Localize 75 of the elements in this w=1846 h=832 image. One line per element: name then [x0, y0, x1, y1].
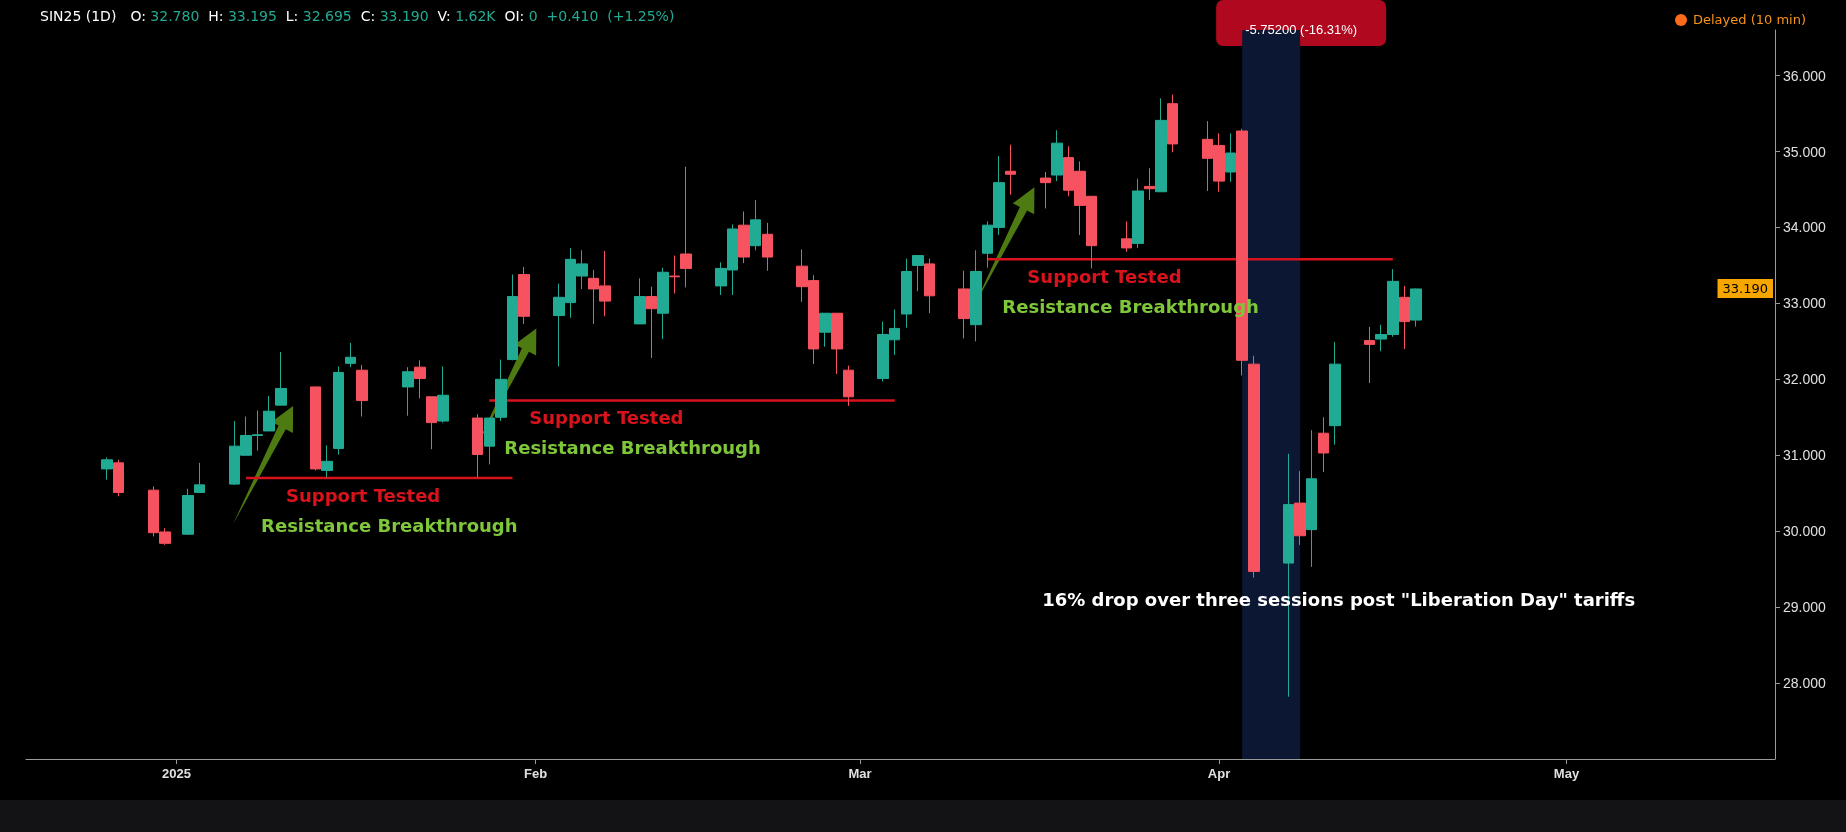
candlestick: [507, 274, 518, 361]
y-tick-label: 34.000: [1783, 219, 1827, 236]
y-tick-label: 28.000: [1783, 675, 1827, 692]
annotation: 33.190: [1722, 280, 1769, 296]
candlestick: [1121, 220, 1132, 253]
annotation: Resistance Breakthrough: [504, 437, 761, 459]
candlestick: [345, 342, 356, 368]
candlestick: [831, 312, 843, 375]
y-tick-label: 29.000: [1783, 599, 1827, 616]
candlestick: [1364, 326, 1375, 384]
candlestick: [101, 457, 113, 481]
candlestick: [1306, 429, 1317, 568]
candlestick: [970, 249, 982, 342]
y-tick-label: 36.000: [1783, 67, 1827, 84]
candlestick: [634, 277, 646, 325]
x-tick-label: Mar: [848, 766, 872, 781]
band-label: -5.75200 (-16.31%): [1245, 22, 1358, 37]
candlestick: [1318, 416, 1329, 473]
candlestick: [1132, 178, 1144, 249]
candlestick: [912, 255, 924, 292]
candlestick: [1294, 470, 1306, 546]
series-label: Support Tested: [529, 407, 684, 429]
candlestick: [669, 255, 680, 294]
candlestick: [1248, 355, 1260, 579]
candlestick: [762, 222, 773, 272]
y-tick-label: 30.000: [1783, 523, 1827, 540]
candlestick: [321, 444, 333, 478]
y-tick-label: 31.000: [1783, 447, 1827, 464]
candlestick: [1167, 94, 1178, 153]
text: Delayed (10 min): [1693, 12, 1806, 27]
candlestick: [472, 413, 483, 478]
candlestick: [819, 312, 831, 348]
candlestick: [333, 365, 344, 455]
candlestick: [194, 462, 205, 493]
candlestick: [750, 199, 761, 251]
candlestick: [924, 258, 935, 314]
candlestick: [657, 267, 669, 340]
x-tick-label: May: [1553, 766, 1580, 781]
candlestick: [901, 258, 912, 329]
candlestick: [1040, 171, 1051, 209]
candlestick: [310, 386, 321, 471]
text: O: 32.780 H: 33.195 L: 32.695 C: 33.190 V: 1.62K OI: 0 +0.410 (+1.25%): [130, 8, 675, 24]
candlestick: [1329, 341, 1341, 446]
candlestick: [958, 270, 970, 339]
candlestick: [518, 266, 530, 325]
candlestick: [1005, 144, 1016, 196]
candlestick: [1051, 129, 1063, 182]
candlestick: [1399, 285, 1410, 350]
candlestick: [356, 364, 368, 418]
y-tick-label: 33.000: [1783, 295, 1827, 312]
candlestick: [1410, 288, 1422, 328]
x-tick-label: 2025: [162, 766, 192, 781]
candlestick: [1155, 97, 1167, 193]
candlestick: [275, 351, 287, 406]
candlestick: [402, 366, 414, 417]
candlestick: [646, 286, 657, 359]
chart-title: SIN25 (1D): [40, 8, 117, 24]
candlestick: [437, 365, 449, 424]
series-label: Support Tested: [1027, 265, 1182, 287]
candlestick: [426, 396, 437, 450]
candlestick: [182, 488, 194, 536]
candlestick: [113, 459, 124, 497]
annotation: Resistance Breakthrough: [261, 514, 518, 536]
candlestick: [263, 395, 275, 432]
y-tick-label: 35.000: [1783, 143, 1827, 160]
x-tick-label: Feb: [524, 766, 548, 781]
candlestick: [414, 359, 426, 399]
candlestick: [738, 210, 750, 264]
y-tick-label: 32.000: [1783, 371, 1827, 388]
candlestick: [680, 166, 692, 288]
series-label: Support Tested: [286, 484, 441, 506]
candlestick: [1144, 167, 1155, 201]
x-tick-label: Apr: [1207, 766, 1231, 781]
candlestick: [1225, 132, 1236, 183]
candlestick: [843, 365, 854, 407]
